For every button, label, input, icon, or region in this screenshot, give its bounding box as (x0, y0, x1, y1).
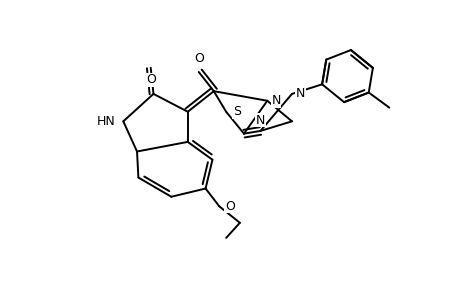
Text: HN: HN (96, 115, 115, 128)
Text: O: O (224, 200, 234, 213)
Text: N: N (296, 87, 305, 101)
Text: ethoxy: ethoxy (222, 239, 226, 241)
Text: O: O (193, 52, 203, 65)
Text: O: O (146, 73, 155, 86)
Text: N: N (271, 94, 280, 107)
Text: S: S (233, 105, 241, 118)
Text: N: N (255, 114, 264, 127)
